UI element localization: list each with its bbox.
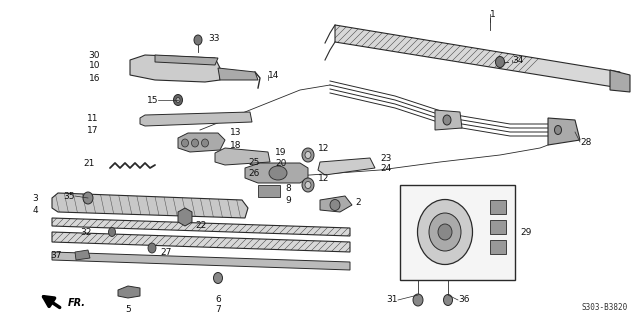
Polygon shape — [178, 133, 225, 152]
Text: 3: 3 — [32, 194, 38, 203]
Polygon shape — [75, 250, 90, 260]
Polygon shape — [52, 252, 350, 270]
Ellipse shape — [413, 294, 423, 306]
FancyBboxPatch shape — [490, 200, 506, 214]
Polygon shape — [52, 193, 248, 218]
Ellipse shape — [182, 139, 189, 147]
FancyBboxPatch shape — [400, 185, 515, 280]
Text: 13: 13 — [230, 127, 241, 137]
Text: 31: 31 — [387, 295, 398, 305]
Text: 10: 10 — [88, 60, 100, 69]
Polygon shape — [245, 163, 308, 183]
Text: S303-B3820: S303-B3820 — [582, 303, 628, 312]
Text: 24: 24 — [380, 164, 391, 172]
Text: 32: 32 — [81, 228, 92, 236]
Ellipse shape — [191, 139, 198, 147]
Ellipse shape — [554, 125, 561, 134]
Ellipse shape — [429, 213, 461, 251]
Text: 5: 5 — [125, 305, 131, 314]
Text: 26: 26 — [248, 169, 259, 178]
Text: 25: 25 — [248, 157, 259, 166]
Text: FR.: FR. — [68, 298, 86, 308]
Text: 16: 16 — [88, 74, 100, 83]
Text: 12: 12 — [318, 143, 330, 153]
Text: 9: 9 — [285, 196, 291, 204]
Polygon shape — [218, 68, 258, 80]
Polygon shape — [130, 55, 220, 82]
Text: 35: 35 — [63, 191, 75, 201]
Polygon shape — [548, 118, 580, 145]
Text: 12: 12 — [318, 173, 330, 182]
Text: 20: 20 — [275, 158, 286, 167]
FancyBboxPatch shape — [258, 185, 280, 197]
Text: 19: 19 — [275, 148, 287, 156]
Text: 36: 36 — [458, 295, 470, 305]
Text: 7: 7 — [215, 305, 221, 314]
Ellipse shape — [176, 98, 180, 102]
Text: 21: 21 — [84, 158, 95, 167]
Text: 8: 8 — [285, 183, 291, 193]
Ellipse shape — [269, 166, 287, 180]
Ellipse shape — [109, 228, 115, 236]
Text: 6: 6 — [215, 295, 221, 304]
Text: 22: 22 — [195, 220, 206, 229]
Ellipse shape — [202, 139, 209, 147]
Polygon shape — [335, 25, 620, 88]
Text: 18: 18 — [230, 140, 241, 149]
Ellipse shape — [305, 151, 311, 158]
Text: 29: 29 — [520, 228, 531, 236]
Ellipse shape — [214, 273, 223, 284]
FancyBboxPatch shape — [490, 220, 506, 234]
Ellipse shape — [302, 178, 314, 192]
Text: 37: 37 — [51, 251, 62, 260]
Polygon shape — [155, 55, 218, 65]
Text: 4: 4 — [33, 205, 38, 214]
Ellipse shape — [495, 57, 504, 68]
Text: 33: 33 — [208, 34, 220, 43]
Text: 30: 30 — [88, 51, 100, 60]
Text: 27: 27 — [160, 247, 172, 257]
Text: 1: 1 — [490, 10, 496, 19]
Text: 2: 2 — [355, 197, 360, 206]
Text: 14: 14 — [268, 70, 280, 79]
Ellipse shape — [302, 148, 314, 162]
Polygon shape — [52, 232, 350, 252]
Polygon shape — [320, 196, 352, 212]
Ellipse shape — [444, 294, 452, 306]
Text: 17: 17 — [86, 125, 98, 134]
FancyBboxPatch shape — [490, 240, 506, 254]
Polygon shape — [318, 158, 375, 175]
Text: 23: 23 — [380, 154, 392, 163]
Polygon shape — [140, 112, 252, 126]
Ellipse shape — [173, 94, 182, 106]
Ellipse shape — [148, 243, 156, 253]
Polygon shape — [118, 286, 140, 298]
Ellipse shape — [305, 181, 311, 188]
Ellipse shape — [438, 224, 452, 240]
Ellipse shape — [330, 199, 340, 211]
Polygon shape — [178, 208, 192, 226]
Text: 28: 28 — [580, 138, 591, 147]
Polygon shape — [610, 70, 630, 92]
Text: 11: 11 — [86, 114, 98, 123]
Ellipse shape — [83, 192, 93, 204]
Ellipse shape — [443, 115, 451, 125]
Text: 34: 34 — [512, 55, 524, 65]
Polygon shape — [215, 148, 270, 165]
Polygon shape — [52, 218, 350, 236]
Ellipse shape — [194, 35, 202, 45]
Polygon shape — [435, 110, 462, 130]
Ellipse shape — [417, 199, 472, 265]
Text: 15: 15 — [147, 95, 158, 105]
